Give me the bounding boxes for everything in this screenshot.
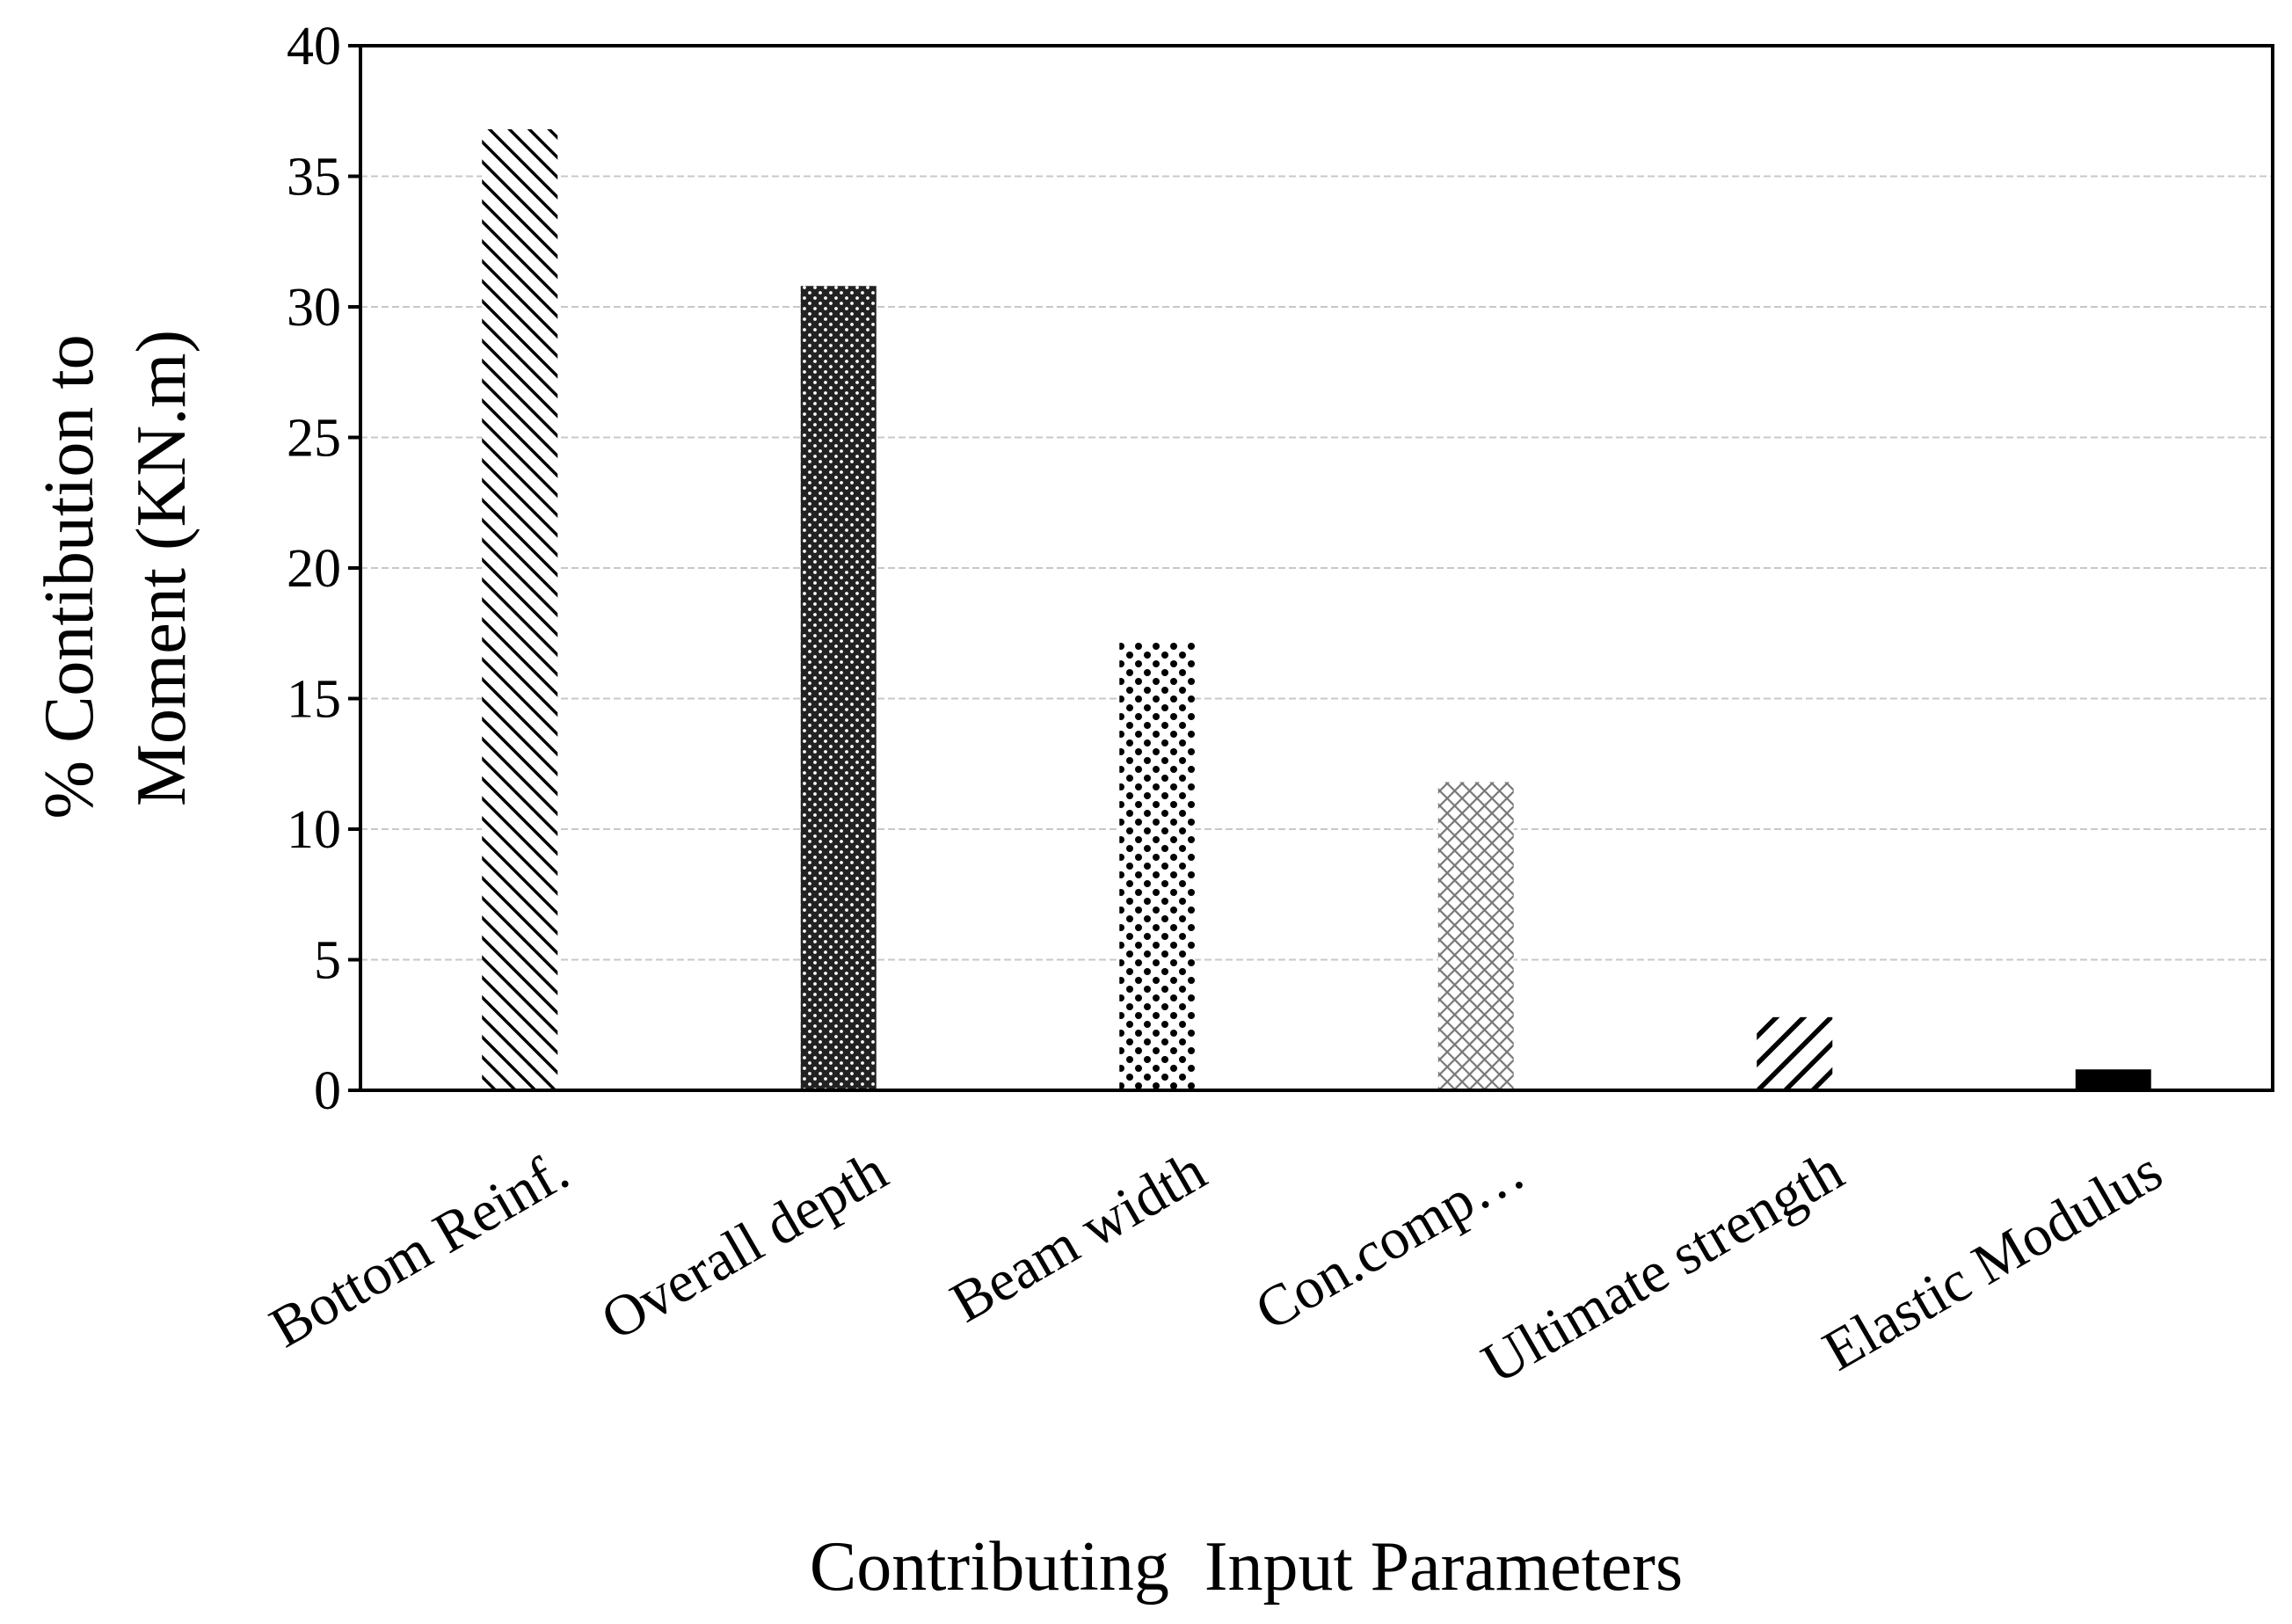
x-tick-label: Ultimate strength [1472, 1139, 1854, 1396]
x-tick-label: Elastic Modulus [1813, 1139, 2173, 1384]
y-axis-ticks: 0 5 10 15 20 25 30 35 40 [287, 17, 360, 1121]
y-tick-label: 35 [287, 148, 341, 208]
bars [482, 129, 2151, 1090]
y-tick-label: 0 [314, 1061, 341, 1121]
y-tick-label: 30 [287, 278, 341, 338]
bar [800, 286, 877, 1090]
y-axis-title-line-1: % Contibution to [31, 334, 108, 819]
x-tick-label: Bottom Reinf. [259, 1139, 579, 1360]
y-tick-label: 40 [287, 17, 341, 76]
x-axis-labels: Bottom Reinf. Overall depth Beam width Con.… [259, 1139, 2172, 1396]
y-tick-label: 15 [287, 670, 341, 730]
bar [1437, 782, 1514, 1090]
gridlines [360, 175, 2273, 961]
bar [1119, 641, 1196, 1090]
x-axis-title: Contributing Input Parameters [810, 1528, 1683, 1606]
y-tick-label: 25 [287, 409, 341, 469]
x-tick-label: Con.comp… [1245, 1139, 1535, 1344]
x-tick-label: Overall depth [591, 1139, 898, 1353]
bar [2075, 1069, 2151, 1090]
y-axis-title-line-2: Moment (KN.m) [123, 330, 200, 806]
bar [482, 129, 558, 1090]
y-tick-label: 20 [287, 539, 341, 599]
y-tick-label: 5 [314, 931, 341, 991]
y-axis-title: % Contibution to Moment (KN.m) [31, 317, 200, 819]
bar [1757, 1016, 1833, 1090]
x-tick-label: Beam width [940, 1139, 1216, 1336]
y-tick-label: 10 [287, 800, 341, 860]
